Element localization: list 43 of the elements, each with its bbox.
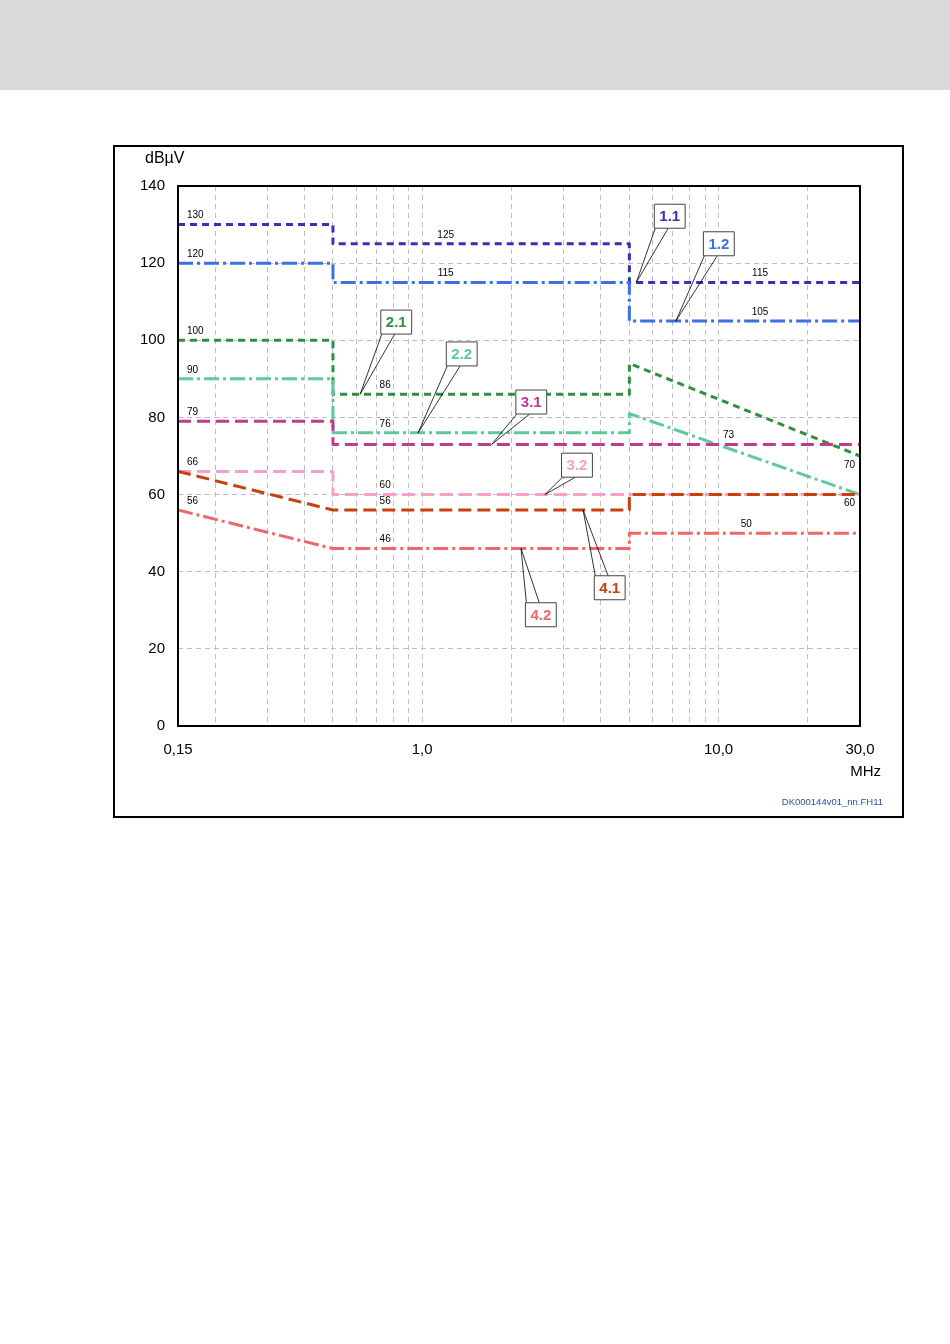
text: 4.1 [599,578,621,596]
text: 1.2 [708,234,730,252]
series-label: 3.2 [566,456,588,474]
data-label: 79 [187,406,199,418]
data-label: 115 [437,267,455,279]
x-tick-label: 0,15 [163,740,193,758]
text: 2.2 [451,345,473,363]
data-label: 76 [379,417,392,429]
text: 4.2 [530,605,552,623]
data-label: 70 [843,458,856,470]
y-tick-label: 100 [139,330,165,348]
data-label: 60 [379,479,392,491]
y-tick-label: 80 [148,407,165,425]
y-tick-label: 60 [148,484,165,502]
x-tick-label: 10,0 [703,740,734,758]
data-label: 100 [187,325,205,337]
y-tick-label: 0 [156,716,165,734]
data-label: 115 [752,267,769,279]
data-label: 130 [187,209,205,221]
x-tick-label: 1,0 [411,740,433,758]
data-label: 56 [379,494,392,506]
text: 3.1 [520,393,542,411]
data-label: 90 [187,363,199,375]
data-label: 46 [379,533,392,545]
text: 1.1 [659,207,681,225]
text: 2.1 [385,313,407,331]
data-label: 50 [740,517,753,529]
data-label: 86 [379,379,392,391]
data-label: 73 [722,429,735,441]
y-tick-label: 20 [148,639,165,656]
x-axis-title: MHz [850,762,881,780]
data-label: 105 [751,305,769,317]
data-label: 66 [187,456,199,468]
y-tick-label: 120 [139,253,165,271]
text: DK000144v01_nn.FH11 [781,795,883,807]
data-label: 60 [843,497,856,509]
y-tick-label: 140 [139,176,165,194]
data-label: 120 [187,247,205,259]
data-label: 125 [437,228,455,240]
y-axis-title: dBµV [145,149,185,167]
data-label: 56 [187,494,199,506]
y-tick-label: 40 [148,561,165,579]
x-tick-label: 30,0 [845,740,875,758]
